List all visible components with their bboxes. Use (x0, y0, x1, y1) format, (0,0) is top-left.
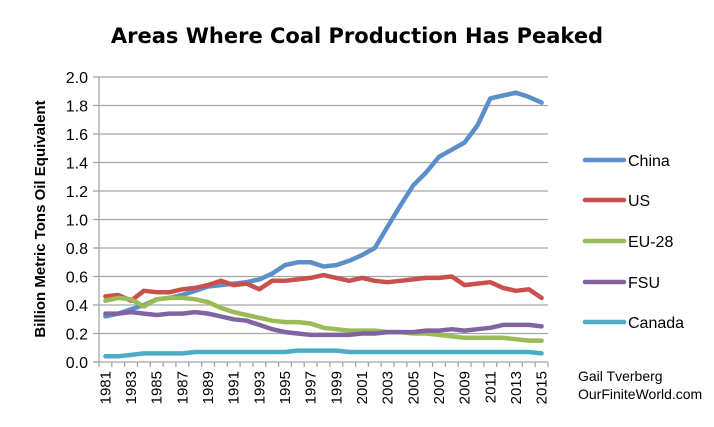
x-tick-label: 1989 (200, 371, 217, 404)
x-tick-label: 2007 (431, 371, 448, 404)
x-tick-label: 1981 (97, 371, 114, 404)
y-tick-label: 1.6 (66, 127, 88, 144)
x-tick-label: 2005 (405, 371, 422, 404)
y-tick-label: 1.4 (66, 156, 88, 173)
x-tick-label: 1993 (251, 371, 268, 404)
legend-item-fsu: FSU (582, 275, 660, 292)
y-tick-label: 0.8 (66, 241, 88, 258)
y-tick-label: 0.6 (66, 270, 88, 287)
y-tick-label: 1.2 (66, 184, 88, 201)
x-tick-label: 2009 (457, 371, 474, 404)
y-axis-ticks: 0.0 0.2 0.4 0.6 0.8 1.0 1.2 1.4 1.6 1.8 2.0 (66, 70, 100, 372)
x-tick-label: 1991 (226, 371, 243, 404)
y-tick-label: 0.0 (66, 355, 88, 372)
x-tick-label: 2001 (354, 371, 371, 404)
x-tick-label: 2011 (482, 371, 499, 403)
x-tick-label: 2013 (508, 371, 525, 404)
y-tick-label: 0.4 (66, 298, 88, 315)
legend-label: EU-28 (628, 234, 673, 251)
legend: China US EU-28 FSU Canada (582, 153, 684, 332)
x-tick-label: 1997 (303, 371, 320, 404)
legend-label: Canada (628, 315, 684, 332)
x-tick-label: 1983 (123, 371, 140, 404)
y-tick-label: 0.2 (66, 327, 88, 344)
y-tick-label: 2.0 (66, 70, 88, 87)
legend-item-china: China (582, 153, 670, 170)
x-tick-label: 1985 (149, 371, 166, 404)
legend-label: FSU (628, 275, 660, 292)
legend-item-us: US (582, 193, 650, 210)
y-tick-label: 1.8 (66, 99, 88, 116)
legend-label: China (628, 153, 670, 170)
x-axis: 1981 1983 1985 1987 1989 1991 1993 1995 1997 1999… (95, 361, 551, 404)
legend-item-canada: Canada (582, 315, 684, 332)
x-tick-label: 1999 (328, 371, 345, 404)
legend-label: US (628, 193, 650, 210)
series-line-canada (103, 348, 544, 359)
series-line-us (103, 272, 544, 303)
y-axis-label: Billion Metric Tons Oil Equivalent (32, 100, 49, 337)
legend-item-eu-28: EU-28 (582, 234, 673, 251)
series-line-eu-28 (103, 295, 544, 343)
y-tick-label: 1.0 (66, 213, 88, 230)
x-tick-label: 2003 (380, 371, 397, 404)
gridlines (99, 76, 548, 335)
credit-website: OurFiniteWorld.com (578, 386, 702, 402)
credit-author: Gail Tverberg (578, 368, 663, 384)
chart-title: Areas Where Coal Production Has Peaked (111, 24, 603, 48)
series-line-fsu (103, 309, 544, 338)
x-tick-label: 2015 (534, 371, 551, 404)
x-tick-label: 1995 (277, 371, 294, 404)
x-tick-label: 1987 (174, 371, 191, 404)
series-lines (103, 90, 544, 359)
